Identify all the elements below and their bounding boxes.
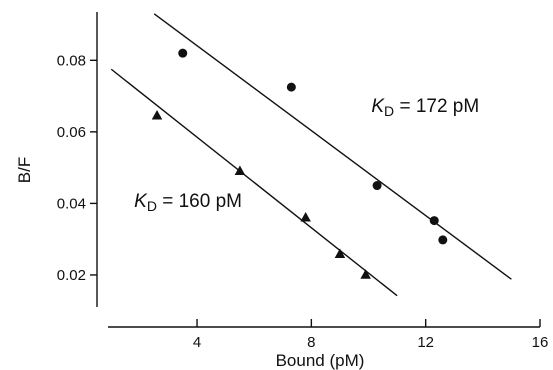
x-axis-label: Bound (pM) (276, 351, 365, 370)
circle-data-point (178, 48, 188, 58)
x-tick-label: 4 (193, 334, 201, 351)
fit-lines (110, 13, 512, 297)
x-axis: 4 8 12 16 (108, 319, 548, 351)
x-tick-label: 16 (532, 334, 549, 351)
y-axis: 0.02 0.04 0.06 0.08 (57, 12, 98, 307)
triangle-data-point (151, 110, 163, 120)
triangle-data-point (334, 248, 346, 259)
y-tick-label: 0.02 (57, 267, 86, 284)
y-tick-label: 0.04 (57, 195, 86, 212)
circle-data-point (286, 82, 296, 92)
annotations: KD = 172 pM KD = 160 pM (134, 96, 479, 214)
x-tick-label: 8 (307, 334, 315, 351)
triangle-data-point (300, 212, 311, 222)
circle-data-point (429, 216, 439, 226)
circle-fit-line (153, 13, 512, 280)
circle-data-point (372, 181, 382, 191)
triangle-fit-line (110, 68, 398, 297)
data-points (151, 48, 448, 279)
x-ticks: 4 8 12 16 (193, 319, 548, 351)
y-axis-label: B/F (15, 157, 34, 183)
triangle-data-point (234, 165, 246, 176)
x-tick-label: 12 (417, 334, 434, 351)
y-tick-label: 0.06 (57, 124, 86, 141)
triangle-kd-annotation: KD = 160 pM (134, 191, 242, 214)
y-ticks: 0.02 0.04 0.06 0.08 (57, 52, 97, 284)
triangle-data-point (360, 269, 371, 279)
y-tick-label: 0.08 (57, 52, 86, 69)
circle-data-point (438, 235, 448, 245)
circle-kd-annotation: KD = 172 pM (371, 96, 479, 119)
